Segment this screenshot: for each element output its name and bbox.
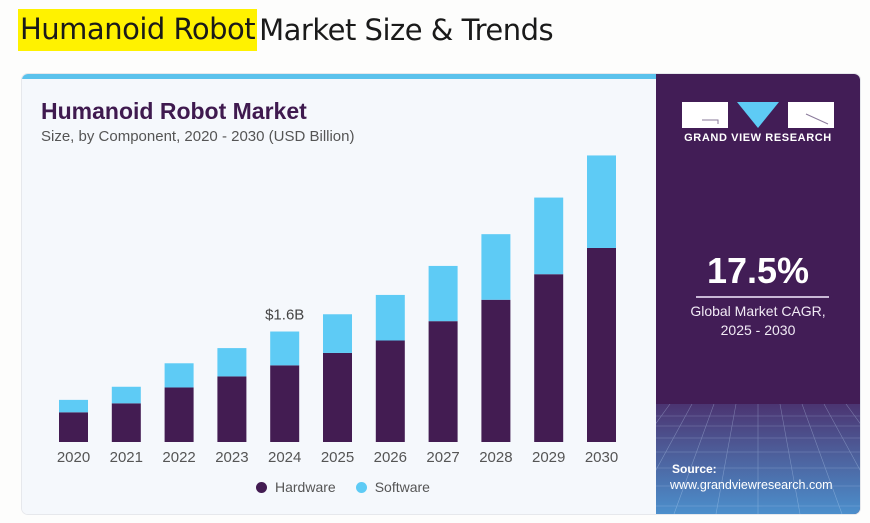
- x-tick-label: 2027: [426, 449, 459, 466]
- chart-title: Humanoid Robot Market: [41, 98, 307, 124]
- grid-background: [656, 404, 860, 514]
- bar-hardware-2024: [270, 365, 300, 442]
- x-tick-label: 2020: [57, 449, 90, 466]
- bar-hardware-2021: [111, 403, 141, 442]
- bar-hardware-2026: [375, 340, 405, 442]
- bar-hardware-2020: [59, 412, 88, 442]
- legend-swatch-software: [355, 481, 367, 493]
- chart-subtitle: Size, by Component, 2020 - 2030 (USD Bil…: [41, 128, 355, 145]
- gvr-logo-icon: [682, 102, 834, 128]
- bar-software-2026: [375, 294, 405, 341]
- legend-swatch-hardware: [256, 481, 267, 493]
- infographic-card: Humanoid Robot Market Size, by Component…: [22, 74, 860, 514]
- bar-software-2023: [217, 348, 247, 377]
- accent-bar: [22, 74, 656, 79]
- legend-item-hardware: Hardware: [256, 479, 336, 495]
- bar-software-2027: [428, 265, 458, 322]
- cagr-label-line2: 2025 - 2030: [720, 322, 796, 338]
- bar-software-2028: [481, 234, 511, 300]
- cagr-label: Global Market CAGR, 2025 - 2030: [656, 302, 860, 340]
- bar-software-2022: [164, 363, 194, 388]
- bar-software-2029: [534, 197, 564, 275]
- bar-software-2021: [111, 386, 141, 404]
- bar-hardware-2022: [164, 387, 194, 442]
- x-tick-label: 2021: [110, 449, 143, 466]
- source-url[interactable]: www.grandviewresearch.com: [670, 478, 833, 492]
- x-tick-label: 2028: [479, 449, 512, 466]
- x-tick-label: 2030: [585, 449, 618, 466]
- bar-chart: 2020 2021 2022 2023 2024 $1.6B 2025 2026 2027 202…: [57, 155, 618, 466]
- x-tick-label: 2026: [374, 449, 407, 466]
- bar-software-2025: [323, 314, 352, 353]
- cagr-label-line1: Global Market CAGR,: [690, 303, 826, 319]
- x-tick-label: 2023: [215, 449, 248, 466]
- x-tick-label: 2025: [321, 449, 354, 466]
- chart-area: Humanoid Robot Market Size, by Component…: [22, 74, 656, 514]
- legend-label-hardware: Hardware: [275, 479, 336, 495]
- cagr-value: 17.5%: [706, 250, 810, 291]
- x-tick-label: 2022: [162, 449, 195, 466]
- bar-hardware-2028: [481, 299, 511, 442]
- brand-name: GRAND VIEW RESEARCH: [684, 132, 832, 144]
- page-title-highlight: Humanoid Robot: [18, 9, 258, 51]
- side-panel: GRAND VIEW RESEARCH 17.5% Global Market …: [656, 74, 860, 514]
- x-tick-label: 2029: [532, 449, 565, 466]
- bar-software-2024: [270, 331, 300, 366]
- cagr-divider: [696, 296, 829, 298]
- x-tick-label: 2024: [268, 449, 301, 466]
- legend-label-software: Software: [374, 479, 430, 495]
- bar-hardware-2025: [323, 352, 352, 442]
- data-label-2024: $1.6B: [265, 307, 304, 324]
- bar-software-2020: [59, 399, 88, 413]
- legend: Hardware Software: [256, 479, 450, 495]
- source-label: Source:: [672, 462, 717, 476]
- bar-hardware-2029: [534, 274, 564, 442]
- page-title: Humanoid Robot Market Size & Trends: [18, 8, 554, 52]
- legend-item-software: Software: [355, 479, 430, 495]
- page-title-rest: Market Size & Trends: [259, 13, 554, 47]
- bar-hardware-2023: [217, 376, 247, 442]
- bar-hardware-2027: [428, 321, 458, 442]
- bar-software-2030: [587, 155, 616, 248]
- grid-lines-decoration: [656, 404, 860, 514]
- bar-hardware-2030: [587, 247, 616, 442]
